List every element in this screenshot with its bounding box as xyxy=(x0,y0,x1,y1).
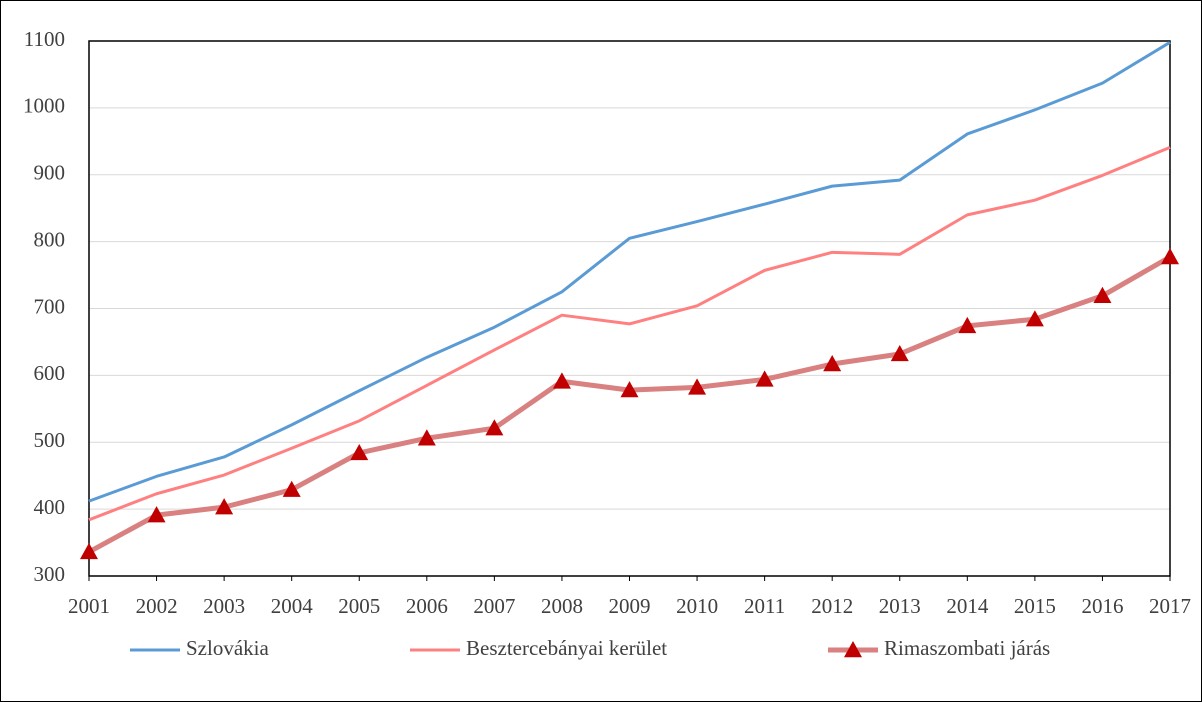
marker xyxy=(688,378,707,395)
marker xyxy=(958,316,977,334)
x-tick-label: 2005 xyxy=(338,594,380,618)
legend-item: Szlovákia xyxy=(130,636,269,660)
marker xyxy=(282,480,301,497)
x-tick-label: 2015 xyxy=(1014,594,1056,618)
x-tick-label: 2012 xyxy=(811,594,853,618)
y-tick-label: 500 xyxy=(34,428,66,452)
x-tick-label: 2010 xyxy=(676,594,718,618)
legend-marker xyxy=(844,641,862,658)
legend-item: Rimaszombati járás xyxy=(828,636,1050,660)
marker xyxy=(1161,248,1179,265)
legend-item: Besztercebányai kerület xyxy=(410,636,667,660)
marker xyxy=(350,443,369,461)
plot-frame xyxy=(88,40,1171,577)
x-tick-label: 2017 xyxy=(1149,594,1191,618)
y-tick-label: 400 xyxy=(34,495,66,519)
marker xyxy=(890,344,909,362)
marker xyxy=(755,370,774,387)
x-tick-label: 2011 xyxy=(744,594,785,618)
y-tick-label: 700 xyxy=(34,294,66,318)
legend-label: Rimaszombati járás xyxy=(884,636,1050,660)
y-tick-label: 1000 xyxy=(23,94,65,118)
y-tick-label: 900 xyxy=(34,161,66,185)
marker xyxy=(417,429,436,446)
y-tick-label: 600 xyxy=(34,361,66,385)
x-tick-label: 2014 xyxy=(946,594,989,618)
x-tick-label: 2007 xyxy=(473,594,515,618)
marker xyxy=(485,419,504,436)
marker xyxy=(147,506,166,523)
marker xyxy=(1093,286,1112,303)
y-tick-label: 800 xyxy=(34,227,66,251)
x-tick-label: 2001 xyxy=(68,594,110,618)
x-tick-label: 2002 xyxy=(136,594,178,618)
x-tick-label: 2013 xyxy=(879,594,921,618)
line-series xyxy=(88,145,1171,522)
x-tick-label: 2004 xyxy=(271,594,314,618)
x-tick-label: 2003 xyxy=(203,594,245,618)
x-tick-label: 2006 xyxy=(406,594,448,618)
x-tick-label: 2008 xyxy=(541,594,583,618)
marker xyxy=(823,355,842,372)
x-tick-label: 2016 xyxy=(1081,594,1123,618)
y-tick-label: 300 xyxy=(34,562,66,586)
marker xyxy=(80,542,98,560)
marker xyxy=(552,372,571,389)
marker xyxy=(1025,310,1044,327)
marker xyxy=(215,498,234,515)
x-tick-label: 2009 xyxy=(609,594,651,618)
legend-label: Szlovákia xyxy=(186,636,269,660)
y-tick-label: 1100 xyxy=(24,27,65,51)
legend-label: Besztercebányai kerület xyxy=(466,636,667,660)
line-series xyxy=(88,41,1171,503)
marker xyxy=(620,381,639,398)
